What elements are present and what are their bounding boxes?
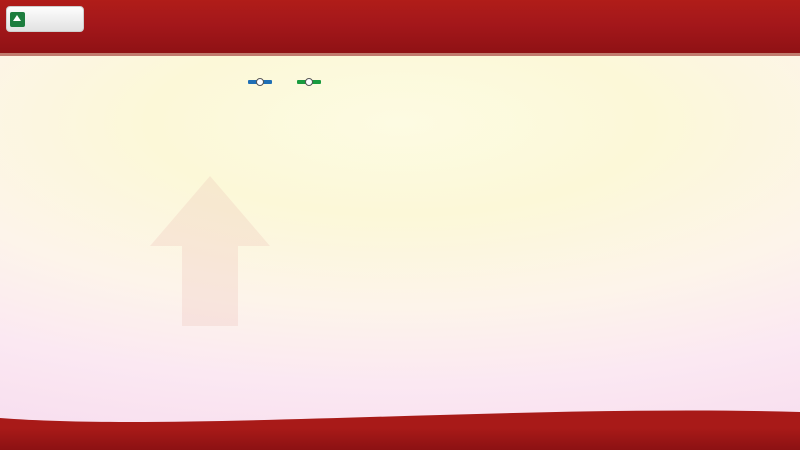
legend [248,78,324,86]
header-bar [0,0,800,56]
legend-swatch-rate [297,78,321,86]
logo[interactable] [6,6,84,32]
chart-plot-area [0,56,800,428]
footer-bar [0,428,800,450]
legend-item-price[interactable] [248,78,275,86]
chart-series-canvas [0,56,800,428]
house-icon [10,11,25,27]
legend-item-rate[interactable] [297,78,324,86]
legend-swatch-price [248,78,272,86]
page-title [120,5,680,49]
